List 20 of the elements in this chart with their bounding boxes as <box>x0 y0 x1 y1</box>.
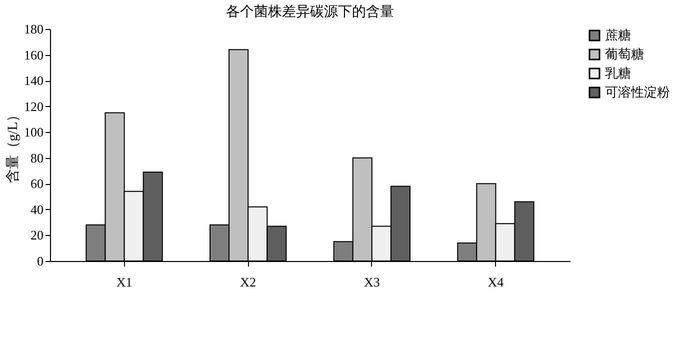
y-tick-label: 0 <box>37 254 44 268</box>
legend-label: 葡萄糖 <box>605 46 644 62</box>
y-tick-label: 140 <box>24 73 44 88</box>
y-tick-label: 60 <box>30 176 44 192</box>
y-tick-label: 160 <box>24 47 44 62</box>
y-tick-label: 40 <box>30 202 44 217</box>
y-tick-label: 100 <box>24 124 44 140</box>
legend-label: 乳糖 <box>605 66 631 80</box>
y-axis-title: 含量（g/L） <box>5 108 21 184</box>
chart-title: 各个菌株差异碳源下的含量 <box>226 4 394 20</box>
y-tick-label: 80 <box>30 150 44 166</box>
x-tick-label: X4 <box>488 274 504 290</box>
legend-label: 可溶性淀粉 <box>605 84 670 100</box>
y-tick-label: 20 <box>30 228 44 243</box>
x-tick-label: X1 <box>116 274 132 290</box>
x-tick-label: X2 <box>240 274 256 290</box>
x-tick-label: X3 <box>364 274 380 290</box>
y-tick-label: 180 <box>24 22 44 36</box>
y-tick-label: 120 <box>24 98 44 114</box>
legend-label: 蔗糖 <box>605 28 631 42</box>
